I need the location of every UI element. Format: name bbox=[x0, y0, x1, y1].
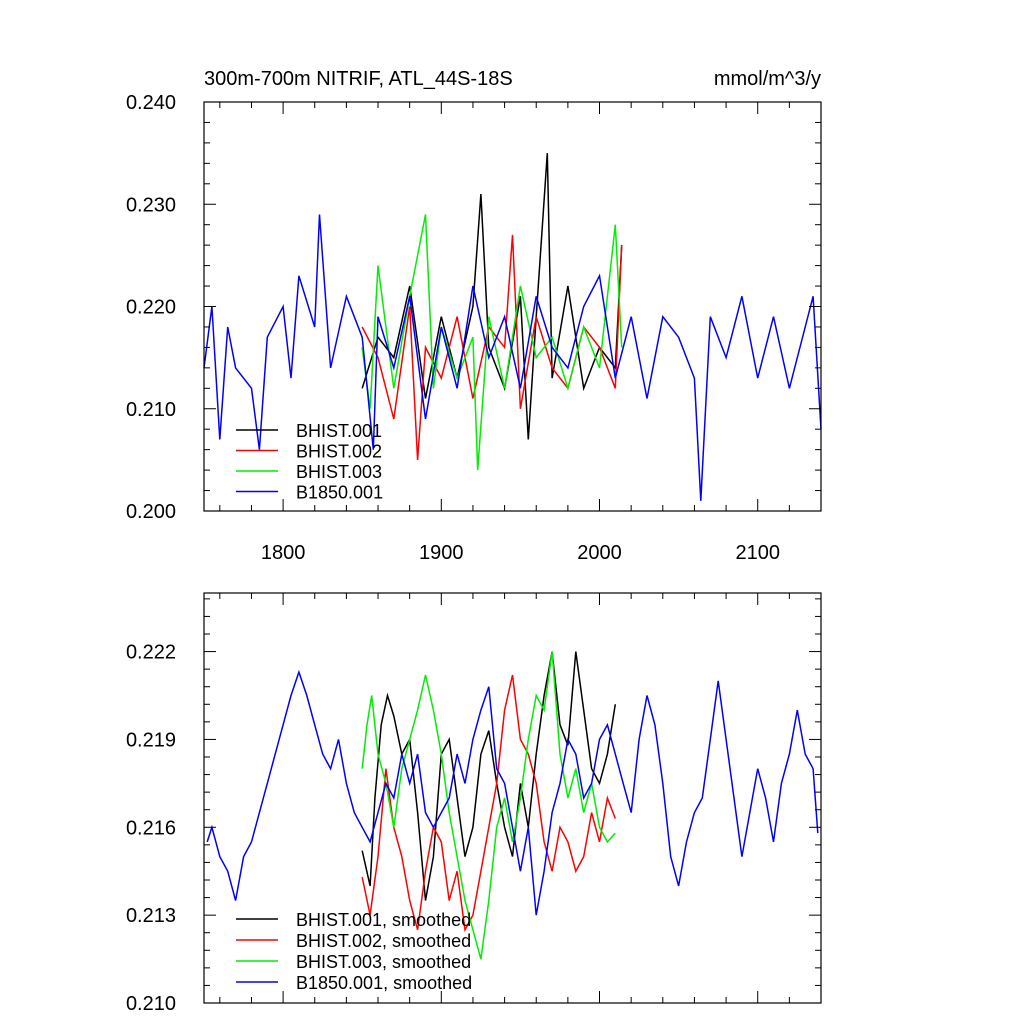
bottom-panel: 0.210 0.213 0.216 0.219 0.222 BHIST.001, smo… bbox=[126, 592, 822, 1015]
series-line-0-0 bbox=[361, 153, 623, 440]
legend-label: B1850.001, smoothed bbox=[296, 973, 472, 993]
series-line-0-2 bbox=[361, 214, 623, 471]
y-tick-label: 0.216 bbox=[126, 817, 176, 839]
bottom-panel-lines bbox=[206, 651, 819, 960]
top-panel-units: mmol/m^3/y bbox=[714, 68, 821, 90]
legend-label: BHIST.002 bbox=[296, 442, 382, 462]
y-tick-label: 0.219 bbox=[126, 729, 176, 751]
legend-label: BHIST.003 bbox=[296, 462, 382, 482]
x-tick-label: 2100 bbox=[735, 542, 780, 564]
x-tick-label: 2000 bbox=[577, 542, 622, 564]
y-tick-label: 0.213 bbox=[126, 905, 176, 927]
x-tick-label: 1800 bbox=[261, 542, 306, 564]
series-line-1-1 bbox=[361, 674, 616, 933]
top-panel-lines bbox=[203, 153, 822, 501]
legend-label: BHIST.001, smoothed bbox=[296, 910, 471, 930]
y-tick-label: 0.222 bbox=[126, 642, 176, 664]
series-line-1-2 bbox=[361, 651, 616, 960]
legend-label: BHIST.002, smoothed bbox=[296, 931, 471, 951]
top-panel-title: 300m-700m NITRIF, ATL_44S-18S bbox=[204, 68, 513, 90]
series-line-0-3 bbox=[203, 214, 822, 501]
series-line-1-3 bbox=[206, 669, 819, 916]
legend-label: B1850.001 bbox=[296, 483, 383, 503]
x-tick-label: 1900 bbox=[419, 542, 464, 564]
series-line-1-0 bbox=[361, 651, 617, 901]
y-tick-label: 0.220 bbox=[126, 297, 176, 319]
y-tick-label: 0.210 bbox=[126, 993, 176, 1015]
y-tick-label: 0.240 bbox=[126, 92, 176, 114]
bottom-panel-axes: 0.210 0.213 0.216 0.219 0.222 bbox=[126, 592, 822, 1015]
plot-frame bbox=[203, 592, 822, 1004]
top-panel-axes: 0.200 0.210 0.220 0.230 0.240 1800 1900 2000 210… bbox=[126, 92, 822, 564]
y-tick-label: 0.200 bbox=[126, 501, 176, 523]
legend-label: BHIST.003, smoothed bbox=[296, 952, 471, 972]
legend-label: BHIST.001 bbox=[296, 421, 382, 441]
y-tick-label: 0.210 bbox=[126, 399, 176, 421]
top-panel: 300m-700m NITRIF, ATL_44S-18S mmol/m^3/y… bbox=[126, 68, 822, 564]
y-tick-label: 0.230 bbox=[126, 194, 176, 216]
